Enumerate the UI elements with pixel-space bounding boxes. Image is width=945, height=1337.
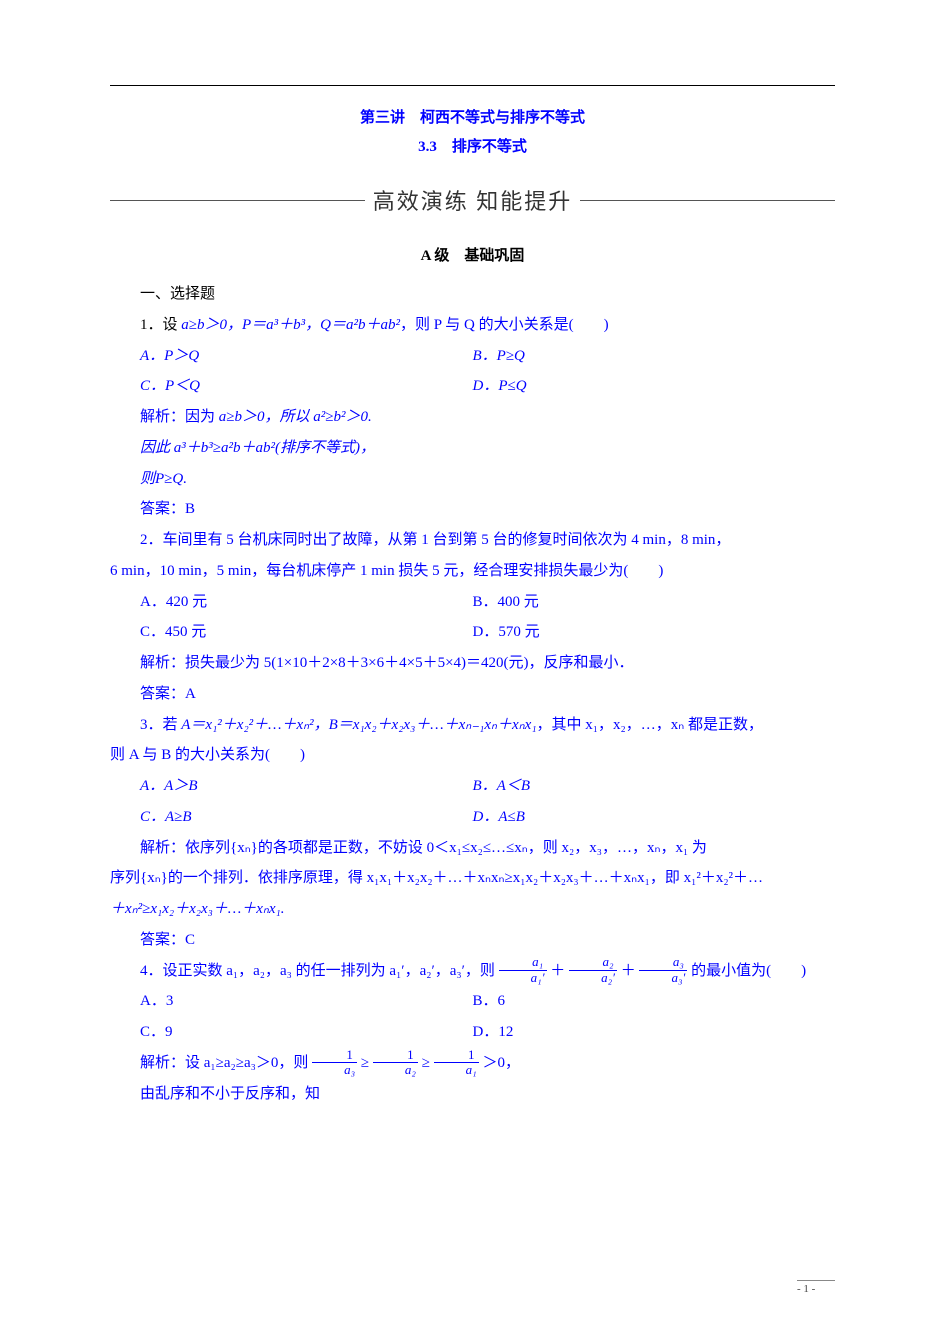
q4-option-b: B．6 <box>473 986 836 1017</box>
banner: 高效演练 知能提升 <box>110 184 835 216</box>
q4-ef2n: 1 <box>373 1048 418 1063</box>
q3-option-b: B．A＜B <box>473 771 836 802</box>
q4-option-d: D．12 <box>473 1017 836 1048</box>
lecture-title: 第三讲 柯西不等式与排序不等式 <box>110 106 835 127</box>
q2-option-a: A．420 元 <box>110 587 473 618</box>
q4-expl-2: 由乱序和不小于反序和，知 <box>110 1079 835 1110</box>
q3-option-d: D．A≤B <box>473 802 836 833</box>
q3-expl-3: ＋xₙ²≥x₁x₂＋x₂x₃＋…＋xₙx₁. <box>110 894 835 925</box>
q3-stem-1: 3．若 A＝x₁²＋x₂²＋…＋xₙ²，B＝x₁x₂＋x₂x₃＋…＋xₙ₋₁xₙ… <box>110 710 835 741</box>
q4-frac-1: a₁a₁′ <box>499 955 547 985</box>
q1-option-a: A．P＞Q <box>110 341 473 372</box>
q4-options-ab: A．3 B．6 <box>110 986 835 1017</box>
q1-options-ab: A．P＞Q B．P≥Q <box>110 341 835 372</box>
q2-options-cd: C．450 元 D．570 元 <box>110 617 835 648</box>
q3-stem-mid2: ，其中 x₁，x₂，…，xₙ 都是正数， <box>537 717 763 733</box>
q3-options-ab: A．A＞B B．A＜B <box>110 771 835 802</box>
q1-expl1-pre: 解析：因为 <box>140 409 219 425</box>
banner-text: 高效演练 知能提升 <box>365 184 581 216</box>
q4-expl-1: 解析：设 a₁≥a₂≥a₃＞0，则 1a₃ ≥ 1a₂ ≥ 1a₁ ＞0， <box>110 1048 835 1079</box>
q1-option-d: D．P≤Q <box>473 371 836 402</box>
q4-ef1n: 1 <box>312 1048 357 1063</box>
q2-option-b: B．400 元 <box>473 587 836 618</box>
q1-options-cd: C．P＜Q D．P≤Q <box>110 371 835 402</box>
q4-f1-num: a₁ <box>499 955 547 970</box>
q1-expl-2: 因此 a³＋b³≥a²b＋ab²(排序不等式)， <box>110 433 835 464</box>
q4-f1-den: a₁′ <box>499 971 547 985</box>
q4-frac-3: a₃a₃′ <box>639 955 687 985</box>
q3-option-a: A．A＞B <box>110 771 473 802</box>
q1-stem-cond: a≥b＞0，P＝a³＋b³，Q＝a²b＋ab² <box>181 317 400 333</box>
q4-efrac-2: 1a₂ <box>373 1048 418 1078</box>
q1-expl-3: 则P≥Q. <box>110 464 835 495</box>
q4-f3-den: a₃′ <box>639 971 687 985</box>
q2-stem-1: 2．车间里有 5 台机床同时出了故障，从第 1 台到第 5 台的修复时间依次为 … <box>110 525 835 556</box>
top-rule <box>110 85 835 86</box>
q1-stem: 1．设 a≥b＞0，P＝a³＋b³，Q＝a²b＋ab²，则 P 与 Q 的大小关… <box>110 310 835 341</box>
q1-expl-1: 解析：因为 a≥b＞0，所以 a²≥b²＞0. <box>110 402 835 433</box>
q2-stem-2: 6 min，10 min，5 min，每台机床停产 1 min 损失 5 元，经… <box>110 556 835 587</box>
q3-options-cd: C．A≥B D．A≤B <box>110 802 835 833</box>
q1-answer: 答案：B <box>110 494 835 525</box>
q2-expl: 解析：损失最少为 5(1×10＋2×8＋3×6＋4×5＋5×4)＝420(元)，… <box>110 648 835 679</box>
banner-rule-left <box>110 200 365 201</box>
q3-stem-2: 则 A 与 B 的大小关系为( ) <box>110 740 835 771</box>
q1-stem-post: ，则 P 与 Q 的大小关系是( ) <box>400 317 609 333</box>
q1-expl1-mid: a≥b＞0，所以 a²≥b²＞0. <box>219 409 372 425</box>
q4-ef1d: a₃ <box>312 1063 357 1077</box>
q4-option-c: C．9 <box>110 1017 473 1048</box>
page-number: - 1 - <box>797 1280 835 1295</box>
q4-stem: 4．设正实数 a₁，a₂，a₃ 的任一排列为 a₁′，a₂′，a₃′，则 a₁a… <box>110 956 835 987</box>
q1-option-b: B．P≥Q <box>473 341 836 372</box>
q2-option-c: C．450 元 <box>110 617 473 648</box>
q4-f3-num: a₃ <box>639 955 687 970</box>
q4-efrac-3: 1a₁ <box>434 1048 479 1078</box>
q3-stem-mid1: A＝x₁²＋x₂²＋…＋xₙ²，B＝x₁x₂＋x₂x₃＋…＋xₙ₋₁xₙ＋xₙx… <box>181 717 536 733</box>
level-label: A 级 基础巩固 <box>110 244 835 265</box>
q3-stem-pre: 3．若 <box>140 717 181 733</box>
q4-ef3n: 1 <box>434 1048 479 1063</box>
q1-stem-pre: 1．设 <box>140 317 181 333</box>
q2-answer: 答案：A <box>110 679 835 710</box>
q4-frac-2: a₂a₂′ <box>569 955 617 985</box>
q4-ef3d: a₁ <box>434 1063 479 1077</box>
banner-rule-right <box>580 200 835 201</box>
q4-efrac-1: 1a₃ <box>312 1048 357 1078</box>
q2-option-d: D．570 元 <box>473 617 836 648</box>
q4-option-a: A．3 <box>110 986 473 1017</box>
q4-f2-num: a₂ <box>569 955 617 970</box>
q4-f2-den: a₂′ <box>569 971 617 985</box>
q2-options-ab: A．420 元 B．400 元 <box>110 587 835 618</box>
q1-option-c: C．P＜Q <box>110 371 473 402</box>
q4-stem-pre: 4．设正实数 a₁，a₂，a₃ 的任一排列为 a₁′，a₂′，a₃′，则 <box>140 963 495 979</box>
section-title: 3.3 排序不等式 <box>110 135 835 156</box>
q4-expl1-pre: 解析：设 a₁≥a₂≥a₃＞0，则 <box>140 1055 308 1071</box>
section-1-heading: 一、选择题 <box>110 279 835 310</box>
q4-expl1-post: ＞0， <box>482 1055 520 1071</box>
q4-options-cd: C．9 D．12 <box>110 1017 835 1048</box>
q3-answer: 答案：C <box>110 925 835 956</box>
page-num-text: - 1 - <box>797 1283 815 1295</box>
q3-expl-2: 序列{xₙ}的一个排列．依排序原理，得 x₁x₁＋x₂x₂＋…＋xₙxₙ≥x₁x… <box>110 863 835 894</box>
q3-expl-1: 解析：依序列{xₙ}的各项都是正数，不妨设 0＜x₁≤x₂≤…≤xₙ，则 x₂，… <box>110 833 835 864</box>
q4-ef2d: a₂ <box>373 1063 418 1077</box>
q4-stem-post: 的最小值为( ) <box>691 963 806 979</box>
q3-option-c: C．A≥B <box>110 802 473 833</box>
pagenum-rule <box>797 1280 835 1281</box>
